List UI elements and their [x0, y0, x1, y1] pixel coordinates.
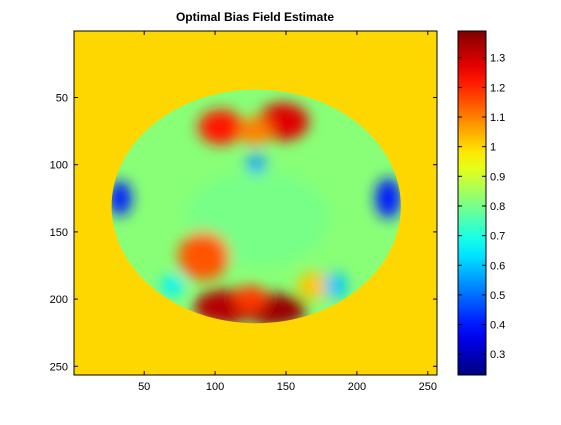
heatmap-region-lateral-left-blue [111, 180, 132, 216]
colorbar-tick-label: 0.3 [490, 349, 505, 361]
y-tick-label: 50 [56, 93, 68, 105]
heatmap-region-rim-bottom-right [324, 272, 347, 300]
heatmap-region-occipital-bridge [233, 285, 268, 313]
x-tick-label: 250 [419, 381, 437, 393]
colorbar-tick-label: 1.2 [490, 82, 505, 94]
heatmap-region-left-mid [178, 231, 230, 281]
y-tick-label: 150 [50, 227, 68, 239]
colorbar-tick-label: 0.7 [490, 231, 505, 243]
colorbar-tick-label: 0.8 [490, 201, 505, 213]
plot-frame [73, 30, 438, 376]
colorbar-tick-label: 0.4 [490, 320, 505, 332]
y-tick-label: 200 [50, 294, 68, 306]
colorbar [457, 30, 487, 376]
chart-title: Optimal Bias Field Estimate [175, 10, 335, 24]
colorbar-tick-label: 0.9 [490, 171, 505, 183]
heatmap-region-ventricle [246, 153, 267, 173]
x-tick-label: 100 [206, 381, 224, 393]
y-tick-label: 100 [50, 160, 68, 172]
colorbar-tick-label: 1 [490, 142, 496, 154]
heatmap-region-rim-bottom-left [161, 274, 184, 297]
colorbar-tick-label: 0.5 [490, 290, 505, 302]
colorbar-tick-label: 1.1 [490, 112, 505, 124]
heatmap-region-frontal-left [198, 109, 244, 145]
colorbar-tick-label: 1.3 [490, 53, 505, 65]
heatmap-region-lateral-right-blue [375, 178, 401, 219]
y-tick-label: 250 [50, 361, 68, 373]
x-tick-label: 200 [348, 381, 366, 393]
colorbar-tick-label: 0.6 [490, 260, 505, 272]
brain-region [111, 89, 401, 324]
heatmap-region-frontal-center [237, 117, 272, 145]
heatmap-region-right-posterior [297, 272, 332, 300]
x-tick-label: 150 [277, 381, 295, 393]
x-tick-label: 50 [138, 381, 150, 393]
